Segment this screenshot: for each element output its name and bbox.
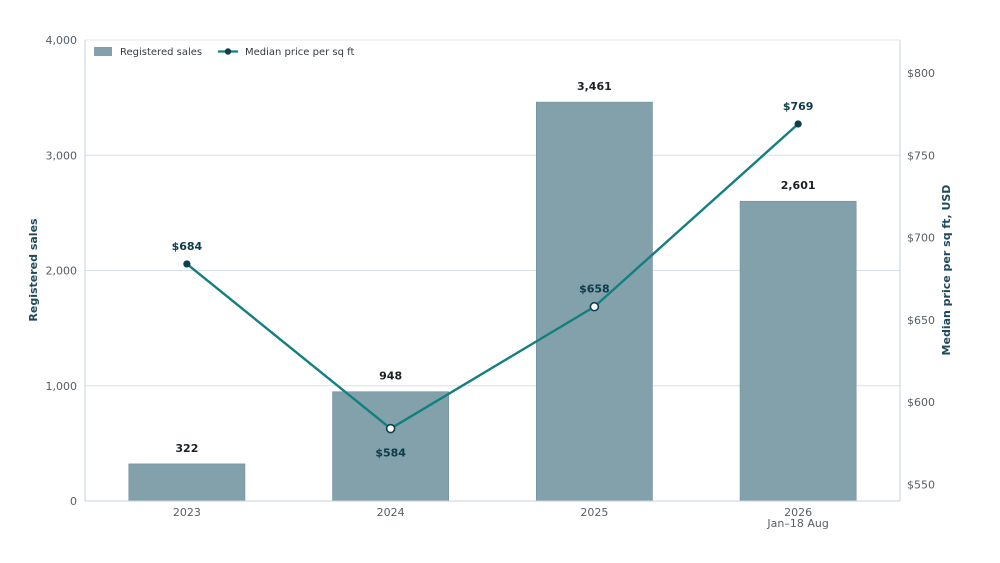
- line-value-label: $769: [783, 100, 814, 113]
- x-tick-label: 2025: [580, 506, 608, 519]
- y-tick-label: 1,000: [46, 380, 78, 393]
- bar: [536, 101, 653, 502]
- x-tick-label: 2024: [377, 506, 405, 519]
- y-tick-label: 3,000: [46, 149, 78, 162]
- y2-tick-label: $700: [907, 232, 935, 245]
- bar: [332, 391, 449, 502]
- x-tick-label: 2026: [784, 506, 812, 519]
- price-line: [183, 120, 802, 434]
- bar-value-label: 2,601: [781, 179, 816, 192]
- line-point: [385, 423, 396, 434]
- legend: Registered sales Median price per sq ft: [94, 47, 354, 58]
- line-value-label: $584: [375, 447, 406, 460]
- line-value-label: $684: [172, 240, 203, 253]
- bar-value-label: 3,461: [577, 80, 612, 93]
- y-axis-right: $550 $600 $650 $700 $750 $800: [907, 67, 935, 492]
- price-line-path: [186, 123, 799, 430]
- y-tick-label: 0: [70, 495, 77, 508]
- y-axis-title-right: Median price per sq ft, USD: [940, 185, 953, 356]
- line-point: [589, 301, 600, 312]
- bar-value-label: 948: [379, 370, 402, 383]
- data-labels: 322 948 3,461 2,601 $684 $584 $658 $769: [172, 80, 816, 459]
- y-axis-title-left: Registered sales: [27, 218, 40, 322]
- line-value-label: $658: [579, 283, 610, 296]
- y2-tick-label: $600: [907, 396, 935, 409]
- y-tick-label: 4,000: [46, 34, 78, 47]
- y2-tick-label: $650: [907, 314, 935, 327]
- legend-label-bar: Registered sales: [120, 47, 202, 58]
- bar: [739, 200, 857, 502]
- axes: [84, 39, 901, 502]
- y2-tick-label: $750: [907, 149, 935, 162]
- legend-swatch-bar: [94, 47, 112, 56]
- y-axis-left: 0 1,000 2,000 3,000 4,000: [46, 34, 78, 508]
- y2-tick-label: $800: [907, 67, 935, 80]
- y-tick-label: 2,000: [46, 265, 78, 278]
- bar: [128, 463, 246, 502]
- legend-label-line: Median price per sq ft: [245, 47, 354, 58]
- bar-value-label: 322: [175, 442, 198, 455]
- line-point: [183, 260, 191, 268]
- y2-tick-label: $550: [907, 479, 935, 492]
- bars: [128, 101, 857, 502]
- legend-swatch-marker: [224, 48, 232, 55]
- x-tick-sublabel: Jan–18 Aug: [766, 517, 828, 530]
- line-point: [794, 120, 802, 128]
- x-tick-label: 2023: [173, 506, 201, 519]
